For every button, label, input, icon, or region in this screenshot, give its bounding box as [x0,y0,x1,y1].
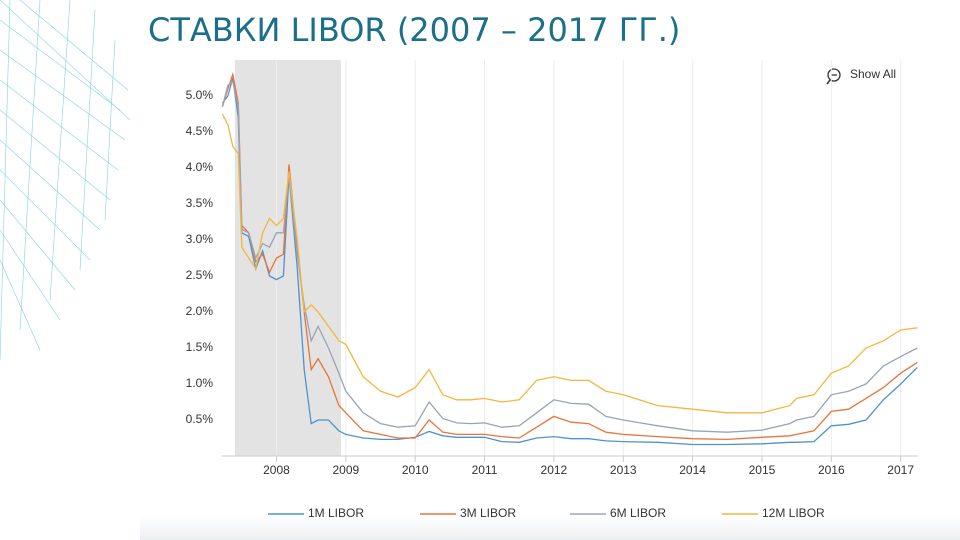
legend-label: 12M LIBOR [762,506,825,520]
zoom-icon [827,68,841,82]
recession-band [234,60,341,456]
series-line [221,71,918,441]
y-tick-label: 2.0% [186,304,214,318]
legend-item[interactable]: 1M LIBOR [268,506,364,520]
y-tick-label: 0.5% [186,412,214,426]
x-tick-label: 2017 [887,463,914,477]
x-tick-label: 2012 [541,463,568,477]
x-tick-label: 2009 [332,463,359,477]
legend-label: 6M LIBOR [610,506,666,520]
series-line [221,113,918,414]
x-tick-label: 2010 [402,463,429,477]
series-line [221,80,918,433]
series-line [221,77,918,446]
x-tick-label: 2015 [749,463,776,477]
x-tick-label: 2011 [472,463,498,477]
legend-item[interactable]: 6M LIBOR [570,506,666,520]
y-tick-label: 5.0% [186,88,214,102]
y-tick-label: 4.0% [186,160,214,174]
decoration [0,0,131,361]
legend-label: 3M LIBOR [460,506,516,520]
reset-button-label[interactable]: Show All [850,67,896,81]
reset-button[interactable]: Show All [826,67,896,85]
x-tick-label: 2008 [263,463,290,477]
y-tick-label: 2.5% [186,268,214,282]
y-tick-label: 3.5% [186,196,214,210]
slide-title: СТАВКИ LIBOR (2007 – 2017 ГГ.) [148,11,680,49]
footer-band [140,515,960,540]
y-tick-label: 1.5% [186,340,214,354]
x-tick-label: 2016 [818,463,845,477]
zoom-icon-handle [826,79,831,85]
y-tick-label: 3.0% [186,232,214,246]
x-tick-label: 2014 [679,463,706,477]
x-tick-label: 2013 [610,463,637,477]
y-tick-label: 1.0% [186,376,214,390]
legend-item[interactable]: 3M LIBOR [420,506,516,520]
legend-item[interactable]: 12M LIBOR [722,506,825,520]
y-tick-label: 4.5% [186,124,214,138]
legend-label: 1M LIBOR [308,506,364,520]
